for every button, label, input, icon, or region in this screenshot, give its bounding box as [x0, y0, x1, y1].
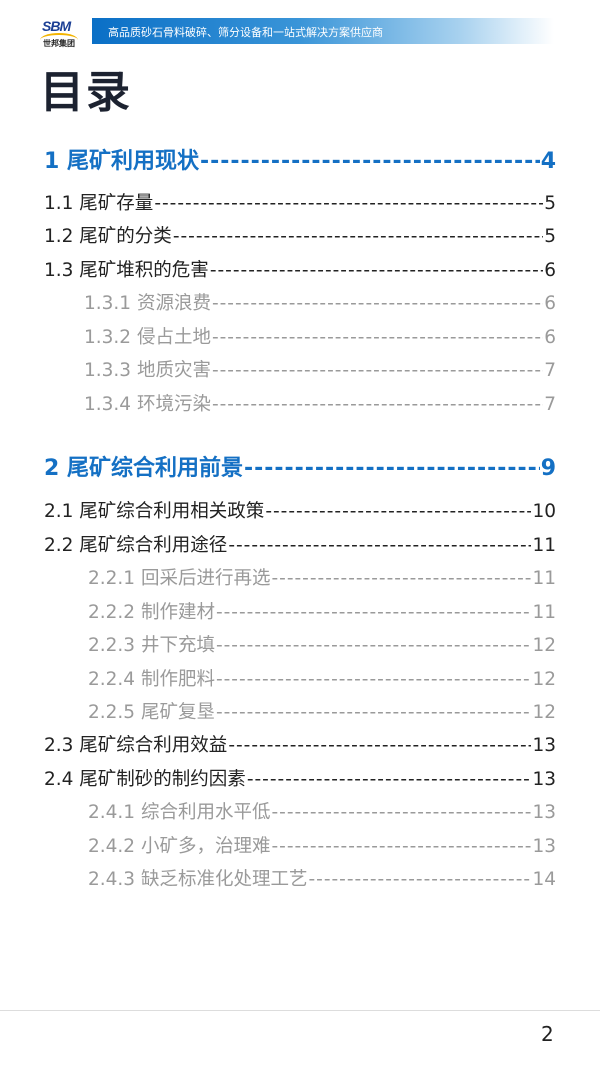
toc-page-number: 10 [532, 501, 556, 522]
toc-leader-dashes [210, 256, 543, 286]
toc-page-number: 11 [532, 535, 556, 556]
toc-page-number: 7 [544, 394, 556, 415]
toc-chapter[interactable]: 2 尾矿综合利用前景 9 [44, 454, 556, 484]
logo-cn: 世邦集团 [43, 39, 75, 48]
toc-leader-dashes [212, 289, 543, 319]
toc-entry-title: 2.4.2 小矿多，治理难 [88, 836, 271, 857]
toc-leader-dashes [308, 865, 531, 895]
toc-entry-title: 2.2.4 制作肥料 [88, 669, 215, 690]
toc-subsection[interactable]: 2.4.2 小矿多，治理难 13 [88, 832, 556, 862]
header-slogan: 高品质砂石骨料破碎、筛分设备和一站式解决方案供应商 [108, 26, 383, 39]
toc-leader-dashes [216, 631, 532, 661]
toc-entry-title: 1.3.2 侵占土地 [84, 327, 211, 348]
toc-page-number: 13 [532, 836, 556, 857]
toc-section[interactable]: 1.1 尾矿存量 5 [44, 189, 556, 219]
toc-entry-title: 1.2 尾矿的分类 [44, 226, 172, 247]
toc-subsection[interactable]: 1.3.4 环境污染 7 [84, 390, 556, 420]
toc-page-number: 4 [540, 149, 556, 174]
toc-page-number: 12 [532, 702, 556, 723]
toc-leader-dashes [212, 323, 543, 353]
toc-page-number: 5 [544, 193, 556, 214]
footer-divider [0, 1010, 600, 1011]
toc-leader-dashes [154, 189, 543, 219]
toc-leader-dashes [244, 454, 540, 484]
toc-leader-dashes [216, 665, 532, 695]
toc-subsection[interactable]: 2.2.3 井下充填 12 [88, 631, 556, 661]
toc-entry-title: 1.3.1 资源浪费 [84, 293, 211, 314]
toc-subsection[interactable]: 1.3.1 资源浪费 6 [84, 289, 556, 319]
page-title: 目录 [40, 67, 132, 118]
toc-leader-dashes [271, 832, 531, 862]
toc-page-number: 6 [544, 327, 556, 348]
toc-entry-title: 2.2.3 井下充填 [88, 635, 215, 656]
toc-page-number: 9 [540, 456, 556, 481]
toc-section[interactable]: 2.2 尾矿综合利用途径 11 [44, 531, 556, 561]
toc-entry-title: 2.2.5 尾矿复垦 [88, 702, 215, 723]
toc-page-number: 5 [544, 226, 556, 247]
toc-entry-title: 1.3.3 地质灾害 [84, 360, 211, 381]
toc-section[interactable]: 1.2 尾矿的分类 5 [44, 222, 556, 252]
toc-page-number: 12 [532, 669, 556, 690]
toc-subsection[interactable]: 2.2.1 回采后进行再选 11 [88, 564, 556, 594]
toc-subsection[interactable]: 1.3.3 地质灾害 7 [84, 356, 556, 386]
toc-entry-title: 2.2.2 制作建材 [88, 602, 215, 623]
toc-leader-dashes [216, 698, 532, 728]
toc-entry-title: 1.3 尾矿堆积的危害 [44, 260, 209, 281]
toc-leader-dashes [212, 390, 543, 420]
page-number: 2 [541, 1022, 554, 1046]
toc-leader-dashes [200, 147, 540, 177]
toc-leader-dashes [247, 765, 532, 795]
toc-section[interactable]: 2.3 尾矿综合利用效益 13 [44, 731, 556, 761]
toc-entry-title: 1.3.4 环境污染 [84, 394, 211, 415]
toc-entry-title: 2.4 尾矿制砂的制约因素 [44, 769, 246, 790]
toc-entry-title: 2.4.3 缺乏标准化处理工艺 [88, 869, 308, 890]
toc-leader-dashes [271, 564, 531, 594]
toc-entry-title: 1.1 尾矿存量 [44, 193, 154, 214]
logo-arc [40, 33, 78, 40]
toc-section[interactable]: 2.4 尾矿制砂的制约因素 13 [44, 765, 556, 795]
toc-page-number: 6 [544, 293, 556, 314]
toc-leader-dashes [212, 356, 543, 386]
toc-page-number: 14 [532, 869, 556, 890]
toc-leader-dashes [271, 798, 531, 828]
toc-page-number: 12 [532, 635, 556, 656]
toc-entry-title: 2 尾矿综合利用前景 [44, 456, 243, 481]
toc-entry-title: 2.3 尾矿综合利用效益 [44, 735, 228, 756]
toc-subsection[interactable]: 2.2.4 制作肥料 12 [88, 665, 556, 695]
toc-entry-title: 1 尾矿利用现状 [44, 149, 199, 174]
toc-subsection[interactable]: 2.2.2 制作建材 11 [88, 598, 556, 628]
toc-entry-title: 2.4.1 综合利用水平低 [88, 802, 271, 823]
toc-page-number: 11 [532, 568, 556, 589]
toc-page-number: 7 [544, 360, 556, 381]
toc-entry-title: 2.2 尾矿综合利用途径 [44, 535, 228, 556]
toc-leader-dashes [216, 598, 532, 628]
toc-page-number: 13 [532, 802, 556, 823]
toc-section[interactable]: 1.3 尾矿堆积的危害 6 [44, 256, 556, 286]
toc-entry-title: 2.2.1 回采后进行再选 [88, 568, 271, 589]
toc-leader-dashes [173, 222, 543, 252]
toc-page-number: 13 [532, 735, 556, 756]
toc-subsection[interactable]: 1.3.2 侵占土地 6 [84, 323, 556, 353]
toc-section[interactable]: 2.1 尾矿综合利用相关政策 10 [44, 497, 556, 527]
toc-leader-dashes [228, 731, 531, 761]
toc-subsection[interactable]: 2.4.1 综合利用水平低 13 [88, 798, 556, 828]
header-banner: 高品质砂石骨料破碎、筛分设备和一站式解决方案供应商 [92, 18, 554, 44]
toc-page-number: 13 [532, 769, 556, 790]
toc-page-number: 6 [544, 260, 556, 281]
toc-leader-dashes [228, 531, 531, 561]
sbm-logo: SBM 世邦集团 [40, 18, 80, 48]
toc-entry-title: 2.1 尾矿综合利用相关政策 [44, 501, 265, 522]
toc-chapter[interactable]: 1 尾矿利用现状 4 [44, 147, 556, 177]
toc-subsection[interactable]: 2.2.5 尾矿复垦 12 [88, 698, 556, 728]
toc-page-number: 11 [532, 602, 556, 623]
toc-leader-dashes [265, 497, 531, 527]
toc-subsection[interactable]: 2.4.3 缺乏标准化处理工艺 14 [88, 865, 556, 895]
logo-text: SBM [42, 18, 71, 34]
